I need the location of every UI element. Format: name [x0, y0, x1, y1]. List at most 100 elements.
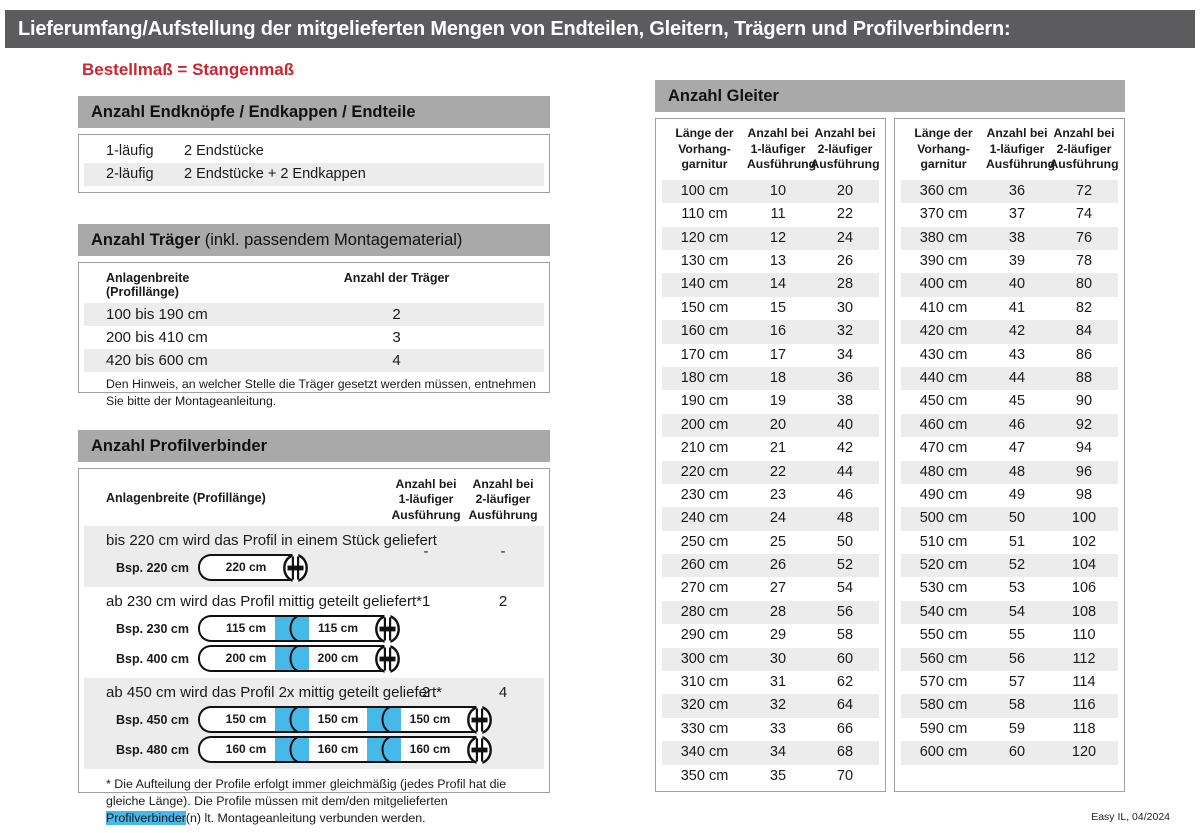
endteile-type: 1-läufig — [106, 143, 154, 159]
gleiter-count-1: 50 — [1008, 510, 1026, 527]
segment-length-label: 220 cm — [225, 560, 267, 574]
gleiter-length: 210 cm — [680, 440, 729, 457]
profile-delivery-text: ab 230 cm wird das Profil mittig geteilt… — [106, 593, 422, 610]
gleiter-count-1: 58 — [1008, 697, 1026, 714]
gleiter-count-2: 90 — [1075, 393, 1093, 410]
gleiter-table-right: Länge der Vorhang- garnitur Anzahl bei 1-… — [894, 118, 1125, 792]
segment-length-label: 200 cm — [317, 651, 359, 665]
gleiter-count-1: 44 — [1008, 369, 1026, 386]
profile-rod-diagram: 160 cm 160 cm 160 cm — [198, 735, 492, 764]
example-label: Bsp. 230 cm — [116, 621, 189, 636]
gleiter-count-1: 11 — [770, 206, 786, 223]
profile-rod-diagram: 115 cm 115 cm — [198, 614, 400, 643]
gleiter-count-1: 19 — [769, 393, 787, 410]
gleiter-length: 150 cm — [680, 299, 729, 316]
gleiter-count-2: 56 — [836, 603, 854, 620]
segment-joint-arc — [284, 706, 300, 733]
segment-joint-arc — [284, 736, 300, 763]
gleiter-count-1: 59 — [1008, 720, 1026, 737]
gleiter-count-1: 38 — [1008, 229, 1026, 246]
traeger-width-range: 100 bis 190 cm — [106, 306, 208, 323]
gleiter-row: 550 cm 55 110 — [901, 624, 1118, 647]
gleiter-count-2: 92 — [1075, 416, 1093, 433]
gleiter-count-2: 80 — [1075, 276, 1093, 293]
gleiter-row: 210 cm 21 42 — [662, 437, 879, 460]
gleiter-count-1: 22 — [769, 463, 787, 480]
gleiter-row: 360 cm 36 72 — [901, 179, 1118, 204]
gleiter-length: 450 cm — [919, 393, 968, 410]
gleiter-count-1: 60 — [1008, 744, 1026, 761]
section-profilverbinder-heading: Anzahl Profilverbinder — [78, 430, 550, 462]
gleiter-count-2: 112 — [1072, 650, 1096, 667]
gleiter-length: 180 cm — [680, 369, 729, 386]
pv-col-1-laeufig: Anzahl bei 1-läufiger Ausführung — [391, 477, 461, 522]
traeger-table: Anlagenbreite (Profillänge) Anzahl der T… — [78, 262, 550, 408]
traeger-row: 200 bis 410 cm 3 — [84, 326, 544, 349]
gleiter-count-2: 100 — [1071, 510, 1097, 527]
document-version: Easy IL, 04/2024 — [1091, 811, 1170, 823]
traeger-rows: 100 bis 190 cm 2 200 bis 410 cm 3 420 bis 60… — [79, 303, 549, 372]
traeger-width-range: 420 bis 600 cm — [106, 352, 208, 369]
traeger-heading-bold: Anzahl Träger — [91, 231, 201, 249]
gleiter-count-1: 40 — [1008, 276, 1026, 293]
gleiter-count-1: 30 — [769, 650, 787, 667]
gleiter-row: 130 cm 13 26 — [662, 250, 879, 273]
gleiter-col-header: Länge der Vorhang- garnitur — [675, 126, 734, 172]
end-piece-icon — [466, 705, 493, 734]
profile-example: Bsp. 450 cm 150 cm 150 cm 150 cm — [84, 705, 544, 734]
gleiter-row: 330 cm 33 66 — [662, 718, 879, 741]
end-piece-icon — [374, 644, 401, 673]
gleiter-row: 420 cm 42 84 — [901, 320, 1118, 344]
gleiter-row: 320 cm 32 64 — [662, 694, 879, 718]
gleiter-count-2: 20 — [836, 182, 854, 199]
gleiter-count-1: 42 — [1008, 323, 1026, 340]
gleiter-length: 560 cm — [919, 650, 968, 667]
endteile-row: 2-läufig 2 Endstücke + 2 Endkappen — [84, 163, 544, 186]
segment-joint-arc — [376, 736, 392, 763]
gleiter-length: 430 cm — [919, 346, 968, 363]
segment-length-label: 115 cm — [225, 621, 267, 635]
gleiter-count-1: 54 — [1008, 603, 1026, 620]
profile-rod-diagram: 150 cm 150 cm 150 cm — [198, 705, 492, 734]
gleiter-count-2: 96 — [1075, 463, 1093, 480]
gleiter-length: 120 cm — [680, 229, 729, 246]
example-label: Bsp. 220 cm — [116, 560, 189, 575]
gleiter-count-1: 28 — [769, 603, 787, 620]
gleiter-length: 480 cm — [919, 463, 968, 480]
gleiter-length: 140 cm — [680, 276, 729, 293]
gleiter-row: 140 cm 14 28 — [662, 273, 879, 297]
traeger-heading-rest: (inkl. passendem Montagematerial) — [200, 231, 463, 249]
gleiter-count-2: 72 — [1075, 182, 1093, 199]
gleiter-row: 270 cm 27 54 — [662, 577, 879, 600]
traeger-count: 2 — [392, 306, 401, 323]
profile-delivery-text: bis 220 cm wird das Profil in einem Stüc… — [106, 532, 437, 549]
gleiter-length: 170 cm — [680, 346, 729, 363]
gleiter-count-2: 34 — [836, 346, 854, 363]
gleiter-count-1: 35 — [769, 767, 787, 784]
traeger-row: 100 bis 190 cm 2 — [84, 303, 544, 326]
gleiter-count-2: 46 — [836, 486, 854, 503]
gleiter-row: 600 cm 60 120 — [901, 741, 1118, 765]
gleiter-row: 220 cm 22 44 — [662, 460, 879, 484]
gleiter-count-1: 31 — [769, 674, 787, 691]
gleiter-count-2: 106 — [1071, 580, 1097, 597]
gleiter-length: 240 cm — [680, 510, 729, 527]
gleiter-row: 460 cm 46 92 — [901, 413, 1118, 438]
gleiter-count-2: 84 — [1075, 323, 1093, 340]
traeger-col-count: Anzahl der Träger — [343, 271, 450, 285]
gleiter-length: 250 cm — [680, 533, 729, 550]
gleiter-tables: Länge der Vorhang- garnitur Anzahl bei 1-… — [655, 118, 1125, 792]
gleiter-count-2: 36 — [836, 369, 854, 386]
gleiter-row: 230 cm 23 46 — [662, 484, 879, 507]
gleiter-length: 130 cm — [680, 253, 729, 269]
profilverbinder-rows: bis 220 cm wird das Profil in einem Stüc… — [79, 526, 549, 769]
gleiter-count-2: 68 — [836, 744, 854, 761]
gleiter-length: 550 cm — [919, 627, 968, 644]
gleiter-length: 360 cm — [919, 182, 968, 199]
count-1-laeufig: - — [423, 543, 429, 560]
gleiter-row: 380 cm 38 76 — [901, 226, 1118, 250]
gleiter-row: 400 cm 40 80 — [901, 273, 1118, 297]
gleiter-count-2: 118 — [1072, 720, 1096, 737]
gleiter-count-1: 52 — [1008, 557, 1026, 574]
gleiter-length: 490 cm — [919, 486, 968, 503]
